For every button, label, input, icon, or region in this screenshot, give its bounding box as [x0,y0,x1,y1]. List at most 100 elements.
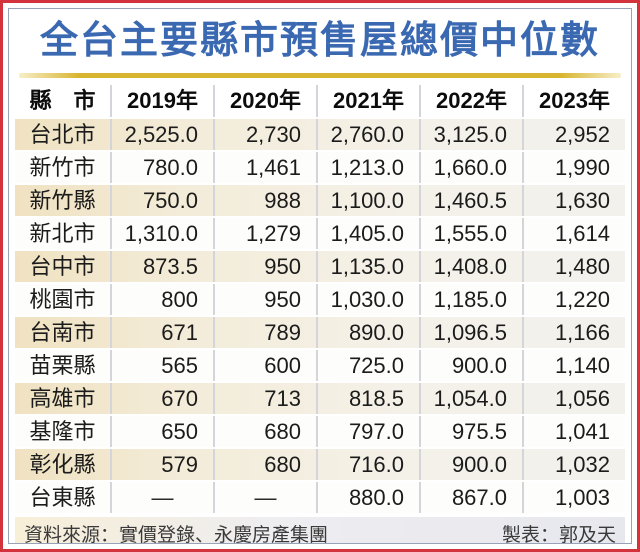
value-cell: 780.0 [110,152,213,183]
county-cell: 高雄市 [29,386,96,411]
value-cell: 1,096.5 [419,317,522,348]
value-cell: 1,032 [522,449,625,480]
value-cell: 1,279 [213,218,316,249]
value-cell: 680 [213,416,316,447]
value-cell: 1,614 [522,218,625,249]
value-cell: 2,525.0 [110,119,213,150]
header-county-cell: 縣 市 [29,88,96,113]
county-cell: 新竹市 [29,155,96,180]
county-cell: 桃園市 [29,287,96,312]
value-cell: 1,480 [522,251,625,282]
value-cell: 2,730 [213,119,316,150]
value-cell: 867.0 [419,482,522,513]
value-cell: 650 [110,416,213,447]
value-cell: 1,041 [522,416,625,447]
county-cell: 新竹縣 [29,188,96,213]
value-cell: 1,220 [522,284,625,315]
county-cell: 基隆市 [29,419,96,444]
header-year-cell: 2023年 [522,85,625,117]
value-cell: 565 [110,350,213,381]
table-row: 台中市 873.5 950 1,135.0 1,408.0 1,480 [15,249,625,282]
value-cell: 671 [110,317,213,348]
content-frame: 全台主要縣市預售屋總價中位數 縣 市 2019年 2020年 2021年 2022年 20… [8,8,632,544]
value-cell: 1,140 [522,350,625,381]
value-cell: 1,056 [522,383,625,414]
county-cell: 台南市 [29,320,96,345]
value-cell: 1,213.0 [316,152,419,183]
table-row: 苗栗縣 565 600 725.0 900.0 1,140 [15,348,625,381]
value-cell: 3,125.0 [419,119,522,150]
value-cell: 800 [110,284,213,315]
table-body: 台北市 2,525.0 2,730 2,760.0 3,125.0 2,952 新竹市 780… [15,117,625,513]
table-row: 台北市 2,525.0 2,730 2,760.0 3,125.0 2,952 [15,117,625,150]
value-cell: 716.0 [316,449,419,480]
value-cell: 1,310.0 [110,218,213,249]
value-cell: 1,135.0 [316,251,419,282]
value-cell: 797.0 [316,416,419,447]
table-row: 桃園市 800 950 1,030.0 1,185.0 1,220 [15,282,625,315]
table-row: 新竹縣 750.0 988 1,100.0 1,460.5 1,630 [15,183,625,216]
value-cell: 890.0 [316,317,419,348]
value-cell: 1,054.0 [419,383,522,414]
value-cell: 1,405.0 [316,218,419,249]
header-year-cell: 2022年 [419,85,522,117]
value-cell: 1,100.0 [316,185,419,216]
county-cell: 台中市 [29,254,96,279]
value-cell: 818.5 [316,383,419,414]
county-cell: 新北市 [29,221,96,246]
value-cell: 1,990 [522,152,625,183]
value-cell: 1,030.0 [316,284,419,315]
value-cell: 670 [110,383,213,414]
value-cell: 950 [213,284,316,315]
value-cell: 1,408.0 [419,251,522,282]
value-cell: 880.0 [316,482,419,513]
value-cell: 950 [213,251,316,282]
value-cell: 1,660.0 [419,152,522,183]
value-cell: 988 [213,185,316,216]
value-cell: 579 [110,449,213,480]
value-cell: 1,630 [522,185,625,216]
value-cell: 1,461 [213,152,316,183]
table-footer: 資料來源：實價登錄、永慶房產集團 製表：郭及天 [15,517,625,544]
value-cell: 900.0 [419,350,522,381]
value-cell: 2,952 [522,119,625,150]
value-cell: 680 [213,449,316,480]
county-cell: 彰化縣 [29,452,96,477]
table-header-row: 縣 市 2019年 2020年 2021年 2022年 2023年 [15,85,625,117]
source-note: 資料來源：實價登錄、永慶房產集團 [24,524,329,544]
value-cell: 1,185.0 [419,284,522,315]
table-row: 台南市 671 789 890.0 1,096.5 1,166 [15,315,625,348]
county-cell: 台北市 [29,122,96,147]
table-row: 新竹市 780.0 1,461 1,213.0 1,660.0 1,990 [15,150,625,183]
header-year-cell: 2021年 [316,85,419,117]
value-cell: 1,460.5 [419,185,522,216]
value-cell: 750.0 [110,185,213,216]
county-cell: 台東縣 [29,485,96,510]
value-cell: 900.0 [419,449,522,480]
value-cell: 2,760.0 [316,119,419,150]
table-row: 彰化縣 579 680 716.0 900.0 1,032 [15,447,625,480]
value-cell: — [110,482,213,513]
price-table: 縣 市 2019年 2020年 2021年 2022年 2023年 台北市 2,525.0 2… [15,85,625,513]
header-year-cell: 2019年 [110,85,213,117]
table-row: 基隆市 650 680 797.0 975.5 1,041 [15,414,625,447]
value-cell: 975.5 [419,416,522,447]
value-cell: 1,166 [522,317,625,348]
value-cell: 1,003 [522,482,625,513]
value-cell: 713 [213,383,316,414]
table-row: 高雄市 670 713 818.5 1,054.0 1,056 [15,381,625,414]
value-cell: 1,555.0 [419,218,522,249]
value-cell: 873.5 [110,251,213,282]
value-cell: — [213,482,316,513]
page-title: 全台主要縣市預售屋總價中位數 [39,20,600,62]
value-cell: 789 [213,317,316,348]
header-year-cell: 2020年 [213,85,316,117]
table-row: 台東縣 — —880.0 867.0 1,003 [15,480,625,513]
table-row: 新北市 1,310.0 1,279 1,405.0 1,555.0 1,614 [15,216,625,249]
county-cell: 苗栗縣 [29,353,96,378]
value-cell: 600 [213,350,316,381]
value-cell: 725.0 [316,350,419,381]
credit-note: 製表：郭及天 [501,524,616,544]
title-underline-rule [19,73,621,78]
